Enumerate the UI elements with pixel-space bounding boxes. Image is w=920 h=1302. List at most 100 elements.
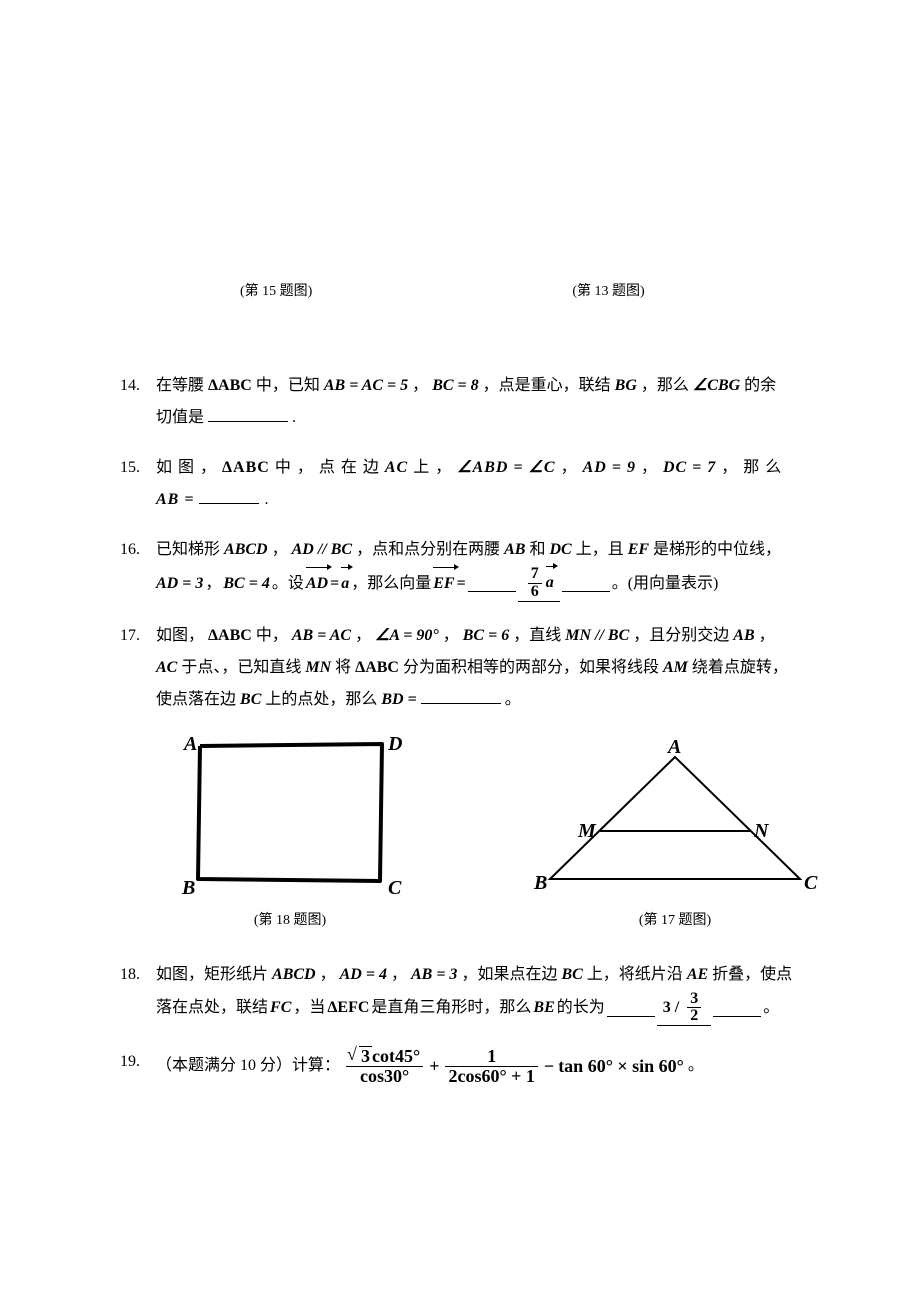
math: AD // BC — [292, 541, 352, 558]
text: ， — [320, 966, 336, 983]
label-m: M — [577, 820, 597, 842]
answer-blank — [208, 405, 288, 422]
answer-whole: 3 / — [663, 999, 679, 1016]
math: AB = AC = 5 — [324, 377, 408, 394]
problem-16: 16. 已知梯形 ABCD ， AD // BC ，点和点分别在两腰 AB 和 … — [120, 534, 820, 602]
text: 上，将纸片沿 — [587, 966, 687, 983]
math: DC = 7 — [663, 459, 716, 476]
problem-body: 已知梯形 ABCD ， AD // BC ，点和点分别在两腰 AB 和 DC 上… — [156, 534, 820, 602]
text: ，点和点分别在两腰 — [356, 541, 504, 558]
math: ∠A = 90° — [375, 627, 439, 644]
math: ∠CBG — [693, 377, 740, 394]
denominator: 2 — [687, 1008, 701, 1025]
text: 上的点处，那么 — [265, 691, 381, 708]
denominator: 2cos60° + 1 — [445, 1067, 537, 1086]
math: FC — [270, 992, 291, 1024]
equals: = — [457, 568, 466, 600]
numerator: 1 — [445, 1047, 537, 1067]
denominator: 6 — [528, 584, 542, 601]
text: ，当 — [293, 992, 325, 1024]
text: ，且分别交边 — [633, 627, 733, 644]
figure-18-caption: (第 18 题图) — [254, 909, 326, 929]
text: 折叠，使点 — [712, 966, 792, 983]
math: MN — [305, 659, 331, 676]
problem-body: 如 图 ， ΔABC 中 ， 点 在 边 AC 上 ， ∠ABD = ∠C ， … — [156, 452, 820, 516]
answer-blank-left — [607, 1000, 655, 1017]
text: 如图，矩形纸片 — [156, 966, 272, 983]
text: ，直线 — [513, 627, 565, 644]
numerator: 3 — [687, 991, 701, 1009]
fraction-2: 1 2cos60° + 1 — [443, 1047, 539, 1086]
label-n: N — [753, 820, 770, 842]
text: 。 — [505, 691, 521, 708]
math: AD = 9 — [583, 459, 636, 476]
numerator: 3cot45° — [346, 1046, 423, 1067]
label-a: A — [666, 739, 681, 758]
text: 切值是 — [156, 409, 204, 426]
text: . — [292, 409, 296, 426]
equals: = — [330, 568, 339, 600]
math: BC — [561, 966, 582, 983]
caption-fig15: (第 15 题图) — [240, 280, 312, 300]
problem-number: 19. — [120, 1046, 156, 1086]
problem-body: 如图， ΔABC 中， AB = AC ， ∠A = 90° ， BC = 6 … — [156, 620, 820, 716]
tail: tan 60° × sin 60° — [558, 1048, 684, 1084]
figure-18: A D B C (第 18 题图) — [170, 734, 410, 929]
text: 中 ， 点 在 边 — [275, 459, 385, 476]
math: ΔABC — [208, 377, 252, 394]
math: ∠ABD = ∠C — [457, 459, 555, 476]
text: 如图， — [156, 627, 204, 644]
triangle-path — [550, 757, 800, 879]
text: ， — [205, 568, 221, 600]
problem-number: 15. — [120, 452, 156, 516]
caption-fig13: (第 13 题图) — [572, 280, 644, 300]
fraction: 7 6 — [526, 566, 544, 601]
problem-17: 17. 如图， ΔABC 中， AB = AC ， ∠A = 90° ， BC … — [120, 620, 820, 716]
problem-body: 在等腰 ΔABC 中，已知 AB = AC = 5 ， BC = 8 ，点是重心… — [156, 370, 820, 434]
top-caption-row: (第 15 题图) (第 13 题图) — [120, 280, 820, 300]
label-c: C — [804, 872, 818, 894]
fraction-1: 3cot45° cos30° — [344, 1046, 425, 1086]
problem-number: 17. — [120, 620, 156, 716]
text: ，如果点在边 — [461, 966, 561, 983]
text: 上 ， — [413, 459, 452, 476]
text: 是梯形的中位线， — [653, 541, 781, 558]
math: EF — [628, 541, 649, 558]
math: AB — [733, 627, 754, 644]
label-d: D — [387, 734, 402, 755]
label-b: B — [533, 872, 547, 894]
problem-14: 14. 在等腰 ΔABC 中，已知 AB = AC = 5 ， BC = 8 ，… — [120, 370, 820, 434]
figure-17-svg: A B C M N — [530, 739, 820, 899]
math: BG — [615, 377, 637, 394]
text: 。(用向量表示) — [612, 568, 719, 600]
math: AC — [385, 459, 408, 476]
figures-row: A D B C (第 18 题图) A B C M N (第 17 题图) — [170, 734, 820, 929]
text: ，那么向量 — [351, 568, 431, 600]
figure-17: A B C M N (第 17 题图) — [530, 739, 820, 929]
text: 的余 — [744, 377, 776, 394]
answer-value: 7 6 a — [518, 566, 560, 602]
math: BC — [240, 691, 261, 708]
problem-18: 18. 如图，矩形纸片 ABCD ， AD = 4 ， AB = 3 ，如果点在… — [120, 959, 820, 1027]
text: ， — [641, 459, 658, 476]
answer-blank — [199, 487, 259, 504]
label-c: C — [388, 877, 402, 899]
page: (第 15 题图) (第 13 题图) 14. 在等腰 ΔABC 中，已知 AB… — [0, 0, 920, 1302]
text: 。 — [763, 992, 779, 1024]
label-b: B — [181, 877, 195, 899]
text: ， — [391, 966, 407, 983]
numerator: 7 — [528, 566, 542, 584]
answer-value: 3 / 3 2 — [657, 991, 711, 1027]
problem-number: 18. — [120, 959, 156, 1027]
label-a: A — [182, 734, 197, 755]
math: ABCD — [272, 966, 316, 983]
text: （本题满分 10 分）计算： — [156, 1050, 340, 1082]
text: 是直角三角形时，那么 — [371, 992, 531, 1024]
text: ， — [355, 627, 371, 644]
math: AB = 3 — [411, 966, 457, 983]
text: ， — [561, 459, 578, 476]
text: 已知梯形 — [156, 541, 224, 558]
plus: + — [429, 1048, 439, 1084]
math: BD = — [381, 691, 416, 708]
text: 上，且 — [576, 541, 628, 558]
